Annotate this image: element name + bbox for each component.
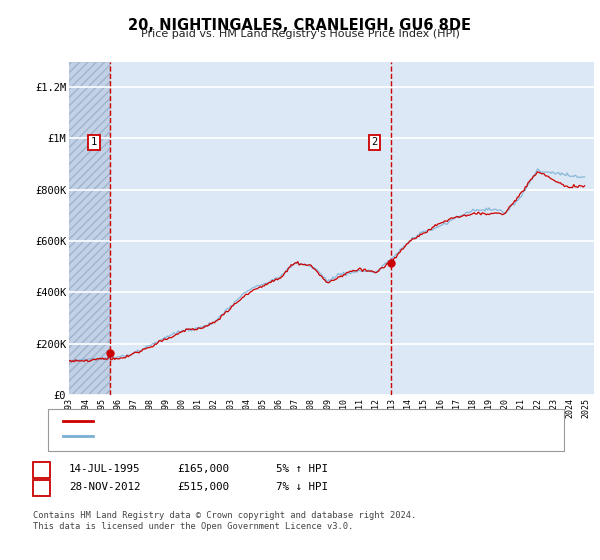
Text: 28-NOV-2012: 28-NOV-2012: [69, 482, 140, 492]
Text: 14-JUL-1995: 14-JUL-1995: [69, 464, 140, 474]
Text: Contains HM Land Registry data © Crown copyright and database right 2024.: Contains HM Land Registry data © Crown c…: [33, 511, 416, 520]
Text: 20, NIGHTINGALES, CRANLEIGH, GU6 8DE: 20, NIGHTINGALES, CRANLEIGH, GU6 8DE: [128, 18, 472, 33]
Text: £515,000: £515,000: [177, 482, 229, 492]
Text: 5% ↑ HPI: 5% ↑ HPI: [276, 464, 328, 474]
Text: 1: 1: [38, 464, 45, 474]
Text: 2: 2: [371, 137, 377, 147]
Text: 2: 2: [38, 482, 45, 492]
Text: This data is licensed under the Open Government Licence v3.0.: This data is licensed under the Open Gov…: [33, 522, 353, 531]
Text: HPI: Average price, detached house, Waverley: HPI: Average price, detached house, Wave…: [101, 431, 365, 441]
Text: Price paid vs. HM Land Registry's House Price Index (HPI): Price paid vs. HM Land Registry's House …: [140, 29, 460, 39]
Text: 20, NIGHTINGALES, CRANLEIGH, GU6 8DE (detached house): 20, NIGHTINGALES, CRANLEIGH, GU6 8DE (de…: [101, 416, 419, 426]
Text: 7% ↓ HPI: 7% ↓ HPI: [276, 482, 328, 492]
Text: 1: 1: [91, 137, 97, 147]
Text: £165,000: £165,000: [177, 464, 229, 474]
